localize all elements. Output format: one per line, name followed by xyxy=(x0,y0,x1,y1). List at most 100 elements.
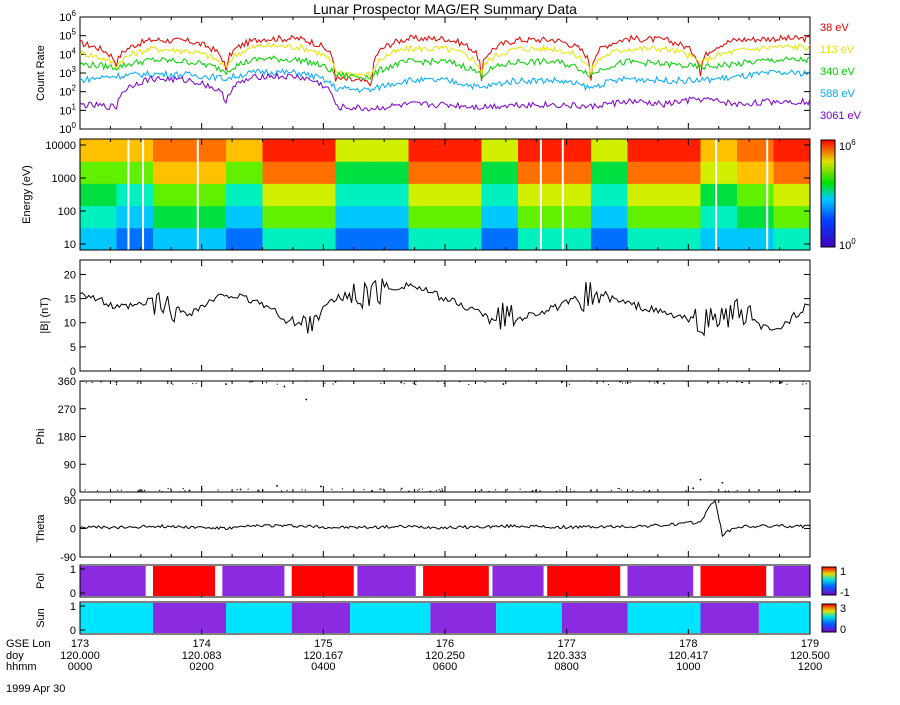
phi-point xyxy=(82,380,84,382)
y-axis-label: Phi xyxy=(35,429,47,445)
phi-point xyxy=(495,489,497,491)
phi-point xyxy=(421,488,424,490)
phi-point xyxy=(195,382,197,384)
phi-point xyxy=(371,489,373,492)
phi-point xyxy=(415,383,417,385)
y-tick-label: 101 xyxy=(59,102,76,117)
phi-point xyxy=(225,383,227,385)
pol-segment xyxy=(423,566,489,596)
spectrogram-cell xyxy=(591,161,628,184)
phi-point xyxy=(320,491,322,493)
spectrogram-cell xyxy=(627,183,665,207)
phi-point xyxy=(437,380,439,383)
phi-point xyxy=(435,490,438,492)
sun-segment xyxy=(496,603,562,633)
phi-point xyxy=(710,491,712,493)
spectrogram-cell xyxy=(335,161,373,184)
pol-segment xyxy=(627,566,694,596)
spectrogram-cell xyxy=(700,205,738,229)
phi-point xyxy=(115,383,118,386)
phi-point xyxy=(610,489,613,491)
phi-point xyxy=(120,489,123,491)
spectrogram-cell xyxy=(591,205,628,229)
phi-point xyxy=(286,489,288,491)
phi-point xyxy=(276,484,278,487)
phi-point xyxy=(382,488,385,490)
phi-point xyxy=(692,487,695,490)
phi-point xyxy=(643,490,645,492)
x-axis-row-label: doy xyxy=(6,650,24,662)
x-tick-label-lon: 177 xyxy=(557,638,575,650)
spectrogram-cell xyxy=(445,227,482,251)
phi-point xyxy=(805,383,807,385)
pol-segment xyxy=(357,566,416,596)
phi-point xyxy=(740,381,743,384)
phi-point xyxy=(648,489,651,492)
data-gap xyxy=(561,139,564,250)
y-axis-label: Sun xyxy=(35,608,47,628)
phi-point xyxy=(561,381,563,383)
date-label: 1999 Apr 30 xyxy=(6,683,65,695)
spectrogram-cell xyxy=(226,205,263,229)
phi-point xyxy=(629,382,631,384)
phi-point xyxy=(654,382,656,384)
y-tick-label: 103 xyxy=(59,65,76,80)
phi-point xyxy=(412,382,414,384)
y-tick-label: 360 xyxy=(58,376,76,388)
spectrogram-cell xyxy=(627,161,665,184)
phi-point xyxy=(143,489,146,491)
spectrogram-cell xyxy=(700,227,738,251)
colorbar-min-label: 100 xyxy=(839,237,856,252)
phi-point xyxy=(724,490,727,492)
phi-point xyxy=(258,490,260,492)
spectrogram-cell xyxy=(372,205,409,229)
spectrogram-cell xyxy=(554,139,592,162)
phi-point xyxy=(438,489,440,491)
phi-point xyxy=(632,489,634,492)
sun-segment xyxy=(291,603,351,633)
legend-entry: 588 eV xyxy=(820,88,856,100)
phi-point xyxy=(276,383,278,385)
spectrogram-cell xyxy=(481,161,519,184)
spectrogram-cell xyxy=(664,139,701,162)
count-rate-panel: 100 101 102 103 104 105 106 Count Rate 38 eV 113 … xyxy=(35,9,862,136)
spectrogram-cell xyxy=(299,161,336,184)
legend-entry: 38 eV xyxy=(820,22,849,34)
spectrogram-cell xyxy=(262,183,300,207)
x-tick-label-lon: 175 xyxy=(314,638,332,650)
spectrogram-cell xyxy=(700,183,738,207)
data-gap xyxy=(196,139,199,250)
spectrogram-cell xyxy=(262,139,300,162)
pol-segment xyxy=(222,566,285,596)
spectrogram-cell xyxy=(335,139,373,162)
y-tick-label: 0 xyxy=(70,524,76,536)
phi-point xyxy=(618,487,620,490)
spectrogram-cell xyxy=(299,139,336,162)
phi-point xyxy=(141,489,143,491)
x-axis-row-label: hhmm xyxy=(6,661,37,673)
y-axis-label: Energy (eV) xyxy=(21,165,33,224)
x-tick-label-hhmm: 1000 xyxy=(676,661,700,673)
sun-segment xyxy=(561,603,628,633)
spectrogram-cell xyxy=(554,183,592,207)
spectrogram-cell xyxy=(372,139,409,162)
y-tick-label: -90 xyxy=(60,552,76,564)
x-tick-label-doy: 120.417 xyxy=(668,650,708,662)
spectrogram-cell xyxy=(80,161,117,184)
spectrogram-cell xyxy=(153,227,190,251)
phi-point xyxy=(539,490,541,492)
phi-point xyxy=(769,381,772,384)
phi-point xyxy=(502,383,505,385)
spectrogram-cell xyxy=(627,205,665,229)
phi-point xyxy=(332,383,334,385)
spectrogram-cell xyxy=(445,161,482,184)
spectrogram-cell xyxy=(372,183,409,207)
x-tick-label-hhmm: 0000 xyxy=(68,661,92,673)
phi-point xyxy=(484,381,486,384)
phi-point xyxy=(441,490,443,492)
b-plot-area xyxy=(80,278,810,337)
phi-point xyxy=(607,383,610,386)
x-tick-label-lon: 174 xyxy=(192,638,210,650)
spectrogram-cell xyxy=(591,183,628,207)
